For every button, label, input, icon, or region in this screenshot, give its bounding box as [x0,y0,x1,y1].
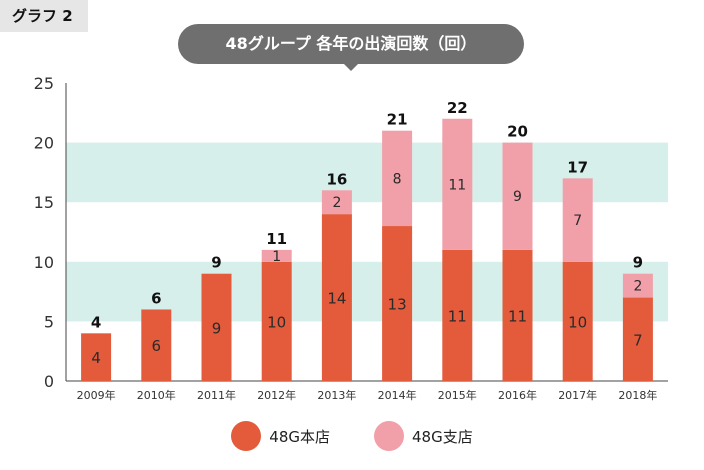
data-label-honten: 11 [508,307,527,325]
y-tick-label: 25 [34,74,54,93]
y-tick-label: 10 [34,253,54,272]
bar-48g-honten [81,333,112,381]
bar-48g-shiten [442,118,473,250]
x-tick-label: 2012年 [257,388,296,402]
bar-48g-shiten [382,130,413,227]
bar-48g-honten [321,214,352,381]
data-label-total: 17 [567,158,588,176]
y-tick-label: 20 [34,134,54,153]
legend-label-shiten: 48G支店 [412,427,473,446]
data-label-total: 4 [91,313,101,331]
data-label-honten: 13 [388,296,407,314]
data-label-shiten: 2 [332,195,341,211]
data-label-total: 16 [326,170,347,188]
data-label-total: 21 [387,111,408,129]
data-label-total: 9 [633,254,643,272]
data-label-shiten: 2 [633,279,642,295]
bar-48g-shiten [321,190,352,215]
bar-48g-honten [141,309,172,381]
bar-48g-shiten [502,142,533,250]
legend-item-shiten: 48G支店 [374,421,473,451]
data-label-shiten: 9 [513,189,522,205]
data-label-honten: 11 [448,307,467,325]
data-label-shiten: 1 [272,249,281,265]
legend-item-honten: 48G本店 [231,421,330,451]
figure-tag: グラフ 2 [0,0,88,32]
data-label-honten: 4 [91,349,101,367]
title-pointer-icon [343,63,359,71]
x-tick-label: 2017年 [558,388,597,402]
data-label-honten: 10 [267,313,286,331]
bar-48g-shiten [562,178,593,262]
data-label-total: 11 [266,230,287,248]
data-label-honten: 14 [327,290,346,308]
bar-48g-honten [442,249,473,381]
y-tick-label: 15 [34,193,54,212]
bar-48g-shiten [622,273,653,298]
legend: 48G本店 48G支店 [0,418,704,454]
bar-48g-honten [261,261,292,381]
bar-48g-honten [622,297,653,381]
stacked-bar-chart: 0510152025442009年662010年992011年101112012… [34,74,668,402]
x-tick-label: 2016年 [498,388,537,402]
x-tick-label: 2009年 [77,388,116,402]
bar-48g-honten [201,273,232,381]
data-label-total: 20 [507,123,528,141]
x-tick-label: 2014年 [378,388,417,402]
legend-label-honten: 48G本店 [269,427,330,446]
data-label-honten: 9 [212,319,222,337]
data-label-shiten: 11 [448,177,466,193]
chart-title: 48グループ 各年の出演回数（回） [178,24,524,64]
bar-48g-honten [382,226,413,381]
legend-swatch-honten [231,421,262,451]
bar-48g-honten [562,261,593,381]
data-label-total: 6 [151,289,161,307]
legend-swatch-shiten [374,421,404,451]
y-tick-label: 5 [44,312,54,331]
x-tick-label: 2018年 [618,388,657,402]
data-label-honten: 7 [633,331,643,349]
y-tick-label: 0 [44,372,54,391]
x-tick-label: 2015年 [438,388,477,402]
data-label-shiten: 7 [573,213,582,229]
data-label-total: 9 [211,254,221,272]
x-tick-label: 2010年 [137,388,176,402]
data-label-honten: 10 [568,313,587,331]
bar-48g-honten [502,249,533,381]
x-tick-label: 2011年 [197,388,236,402]
data-label-honten: 6 [152,337,162,355]
chart-title-callout: 48グループ 各年の出演回数（回） [178,24,524,71]
data-label-total: 22 [447,99,468,117]
data-label-shiten: 8 [393,171,402,187]
bar-48g-shiten [261,249,292,262]
x-tick-label: 2013年 [317,388,356,402]
